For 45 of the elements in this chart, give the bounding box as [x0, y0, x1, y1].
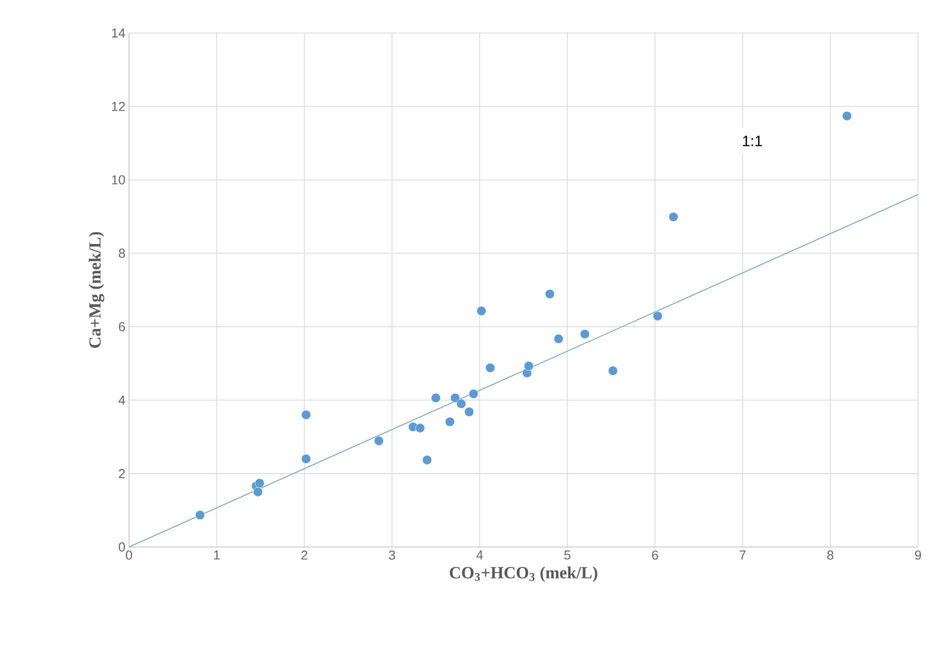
y-tick-label: 8 — [118, 248, 125, 258]
x-tick-label: 9 — [915, 550, 921, 560]
y-tick-label: 0 — [118, 542, 125, 552]
point — [652, 311, 662, 321]
point — [468, 389, 478, 399]
x-tick-label: 6 — [652, 550, 658, 560]
point — [842, 111, 852, 121]
x-tick-label: 7 — [740, 550, 746, 560]
point — [253, 487, 263, 497]
point — [374, 436, 384, 446]
y-tick-label: 10 — [112, 175, 125, 184]
y-tick-label: 4 — [118, 396, 126, 405]
point — [301, 410, 311, 420]
y-tick-label: 14 — [112, 28, 126, 38]
point — [422, 455, 432, 465]
point — [608, 366, 618, 376]
point — [545, 289, 555, 299]
annotation: 1:1 — [743, 136, 762, 146]
point — [254, 478, 264, 488]
point — [195, 510, 205, 520]
x-axis-title: CO$_{3}$+HCO$_{3}$ (mek/L) — [450, 566, 598, 582]
point — [554, 334, 564, 344]
point — [431, 393, 441, 403]
x-tick-label: 2 — [301, 550, 308, 560]
point — [456, 399, 466, 409]
x-tick-label: 0 — [126, 550, 132, 560]
point — [668, 212, 678, 222]
y-tick-label: 2 — [118, 469, 125, 478]
point — [476, 306, 486, 316]
x-tick-label: 1 — [214, 550, 220, 560]
point — [450, 393, 460, 403]
point — [301, 454, 311, 464]
x-tick-label: 8 — [827, 550, 834, 560]
x-tick-label: 5 — [564, 550, 570, 560]
point — [485, 363, 495, 373]
point — [580, 329, 590, 339]
y-axis-title: Ca+Mg (mek/L) — [88, 232, 104, 348]
point — [415, 423, 425, 433]
y-tick-label: 6 — [118, 322, 125, 332]
point — [445, 417, 455, 427]
y-tick-label: 12 — [112, 102, 125, 111]
x-tick-label: 3 — [388, 550, 396, 560]
point — [524, 361, 534, 371]
x-tick-label: 4 — [476, 550, 483, 560]
point — [464, 407, 474, 417]
